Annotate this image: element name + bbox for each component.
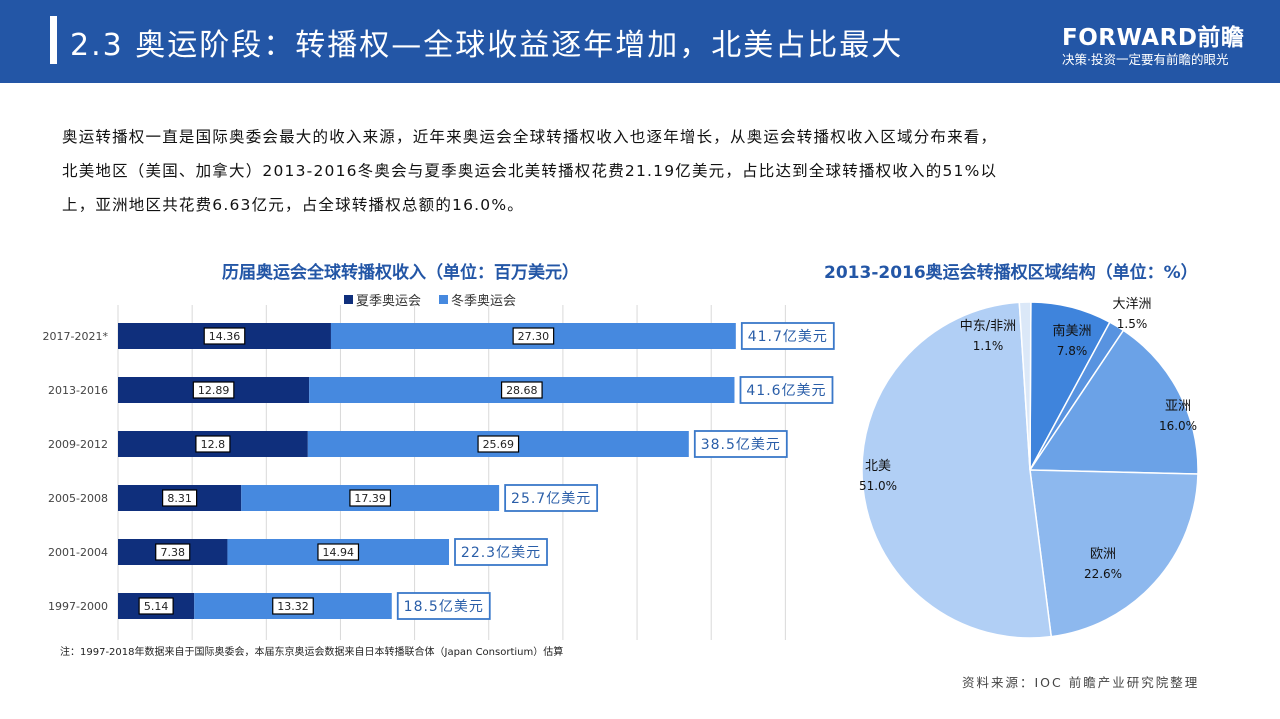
pie-label: 大洋洲	[1112, 297, 1151, 312]
pie-label: 亚洲	[1165, 399, 1191, 414]
category-label: 2013-2016	[48, 384, 108, 397]
pie-label: 欧洲	[1090, 547, 1116, 562]
category-label: 2005-2008	[48, 492, 108, 505]
legend-swatch	[439, 295, 449, 304]
category-label: 2009-2012	[48, 438, 108, 451]
data-label: 5.14	[144, 600, 169, 613]
bar-chart-title: 历届奥运会全球转播权收入（单位：百万美元）	[222, 263, 579, 283]
data-label-box	[477, 435, 520, 453]
data-label: 12.89	[198, 384, 230, 397]
total-label-box	[504, 484, 599, 512]
bar-chart: 2017-2021* 14.36 27.30 41.7亿美元 2013-2016 12.8…	[43, 305, 835, 640]
bar-legend: 夏季奥运会 冬季奥运会	[344, 290, 516, 309]
pie-chart-title: 2013-2016奥运会转播权区域结构（单位：%）	[824, 263, 1198, 283]
data-label-box	[317, 543, 360, 561]
category-label: 2001-2004	[48, 546, 108, 559]
data-label: 27.30	[518, 330, 550, 343]
legend-summer: 夏季奥运会	[344, 290, 421, 309]
pie-value: 7.8%	[1057, 344, 1088, 358]
data-label: 12.8	[201, 438, 226, 451]
legend-label: 冬季奥运会	[451, 294, 517, 309]
intro-line: 北美地区（美国、加拿大）2013-2016冬奥会与夏季奥运会北美转播权花费21.…	[62, 162, 998, 180]
total-label-box	[740, 322, 835, 350]
data-label: 28.68	[506, 384, 538, 397]
total-label: 22.3亿美元	[461, 545, 541, 561]
legend-label: 夏季奥运会	[356, 294, 422, 309]
data-label: 13.32	[277, 600, 309, 613]
category-label: 2017-2021*	[43, 330, 109, 343]
legend-winter: 冬季奥运会	[439, 290, 516, 309]
data-label-box	[138, 597, 174, 615]
data-label-box	[192, 381, 235, 399]
pie-slice	[861, 301, 1053, 639]
pie-slice	[1028, 329, 1199, 475]
data-label: 25.69	[483, 438, 515, 451]
total-label: 18.5亿美元	[404, 599, 484, 615]
page-title: 2.3 奥运阶段：转播权—全球收益逐年增加，北美占比最大	[70, 28, 904, 63]
data-label: 14.94	[322, 546, 354, 559]
title-accent-bar	[50, 16, 57, 64]
data-label: 17.39	[354, 492, 386, 505]
total-label: 25.7亿美元	[511, 491, 591, 507]
intro-line: 上，亚洲地区共花费6.63亿元，占全球转播权总额的16.0%。	[62, 196, 524, 214]
data-label-box	[195, 435, 231, 453]
total-label: 38.5亿美元	[701, 437, 781, 453]
pie-value: 1.1%	[973, 339, 1004, 353]
total-label-box	[454, 538, 548, 566]
footnote: 注：1997-2018年数据来自于国际奥委会，本届东京奥运会数据来自日本转播联合…	[60, 647, 564, 658]
data-label-box	[203, 327, 246, 345]
pie-label: 北美	[865, 459, 891, 474]
category-label: 1997-2000	[48, 600, 108, 613]
pie-slice	[1029, 469, 1199, 638]
total-label-box	[693, 430, 788, 458]
intro-line: 奥运转播权一直是国际奥委会最大的收入来源，近年来奥运会全球转播权收入也逐年增长，…	[62, 128, 998, 146]
logo-slogan: 决策·投资一定要有前瞻的眼光	[1062, 52, 1229, 67]
header-band: 2.3 奥运阶段：转播权—全球收益逐年增加，北美占比最大 FORWARD前瞻 决…	[0, 0, 1280, 83]
pie-value: 22.6%	[1084, 567, 1122, 581]
logo: FORWARD前瞻	[1062, 25, 1245, 51]
data-label-box	[162, 489, 198, 507]
total-label: 41.7亿美元	[748, 329, 828, 345]
data-label-box	[155, 543, 191, 561]
pie-label: 中东/非洲	[960, 319, 1016, 334]
pie-value: 1.5%	[1117, 317, 1148, 331]
pie-value: 16.0%	[1159, 419, 1197, 433]
pie-chart: 南美洲 7.8% 大洋洲 1.5% 亚洲 16.0% 欧洲 22.6% 北美 51.0% 中东/非洲…	[859, 297, 1199, 639]
legend-swatch	[344, 295, 353, 304]
intro-paragraph: 奥运转播权一直是国际奥委会最大的收入来源，近年来奥运会全球转播权收入也逐年增长，…	[62, 120, 997, 222]
pie-slice	[1018, 301, 1032, 471]
total-label: 41.6亿美元	[746, 383, 826, 399]
data-label-box	[272, 597, 314, 615]
total-label-box	[396, 592, 491, 620]
data-label-box	[512, 327, 555, 345]
pie-label: 南美洲	[1052, 323, 1091, 339]
data-label-box	[349, 489, 392, 507]
data-label: 14.36	[209, 330, 241, 343]
total-label-box	[739, 376, 834, 404]
data-label-box	[500, 381, 543, 399]
pie-value: 51.0%	[859, 479, 897, 493]
data-label: 7.38	[160, 546, 185, 559]
source-text: 资料来源：IOC 前瞻产业研究院整理	[962, 675, 1200, 690]
data-label: 8.31	[167, 492, 192, 505]
